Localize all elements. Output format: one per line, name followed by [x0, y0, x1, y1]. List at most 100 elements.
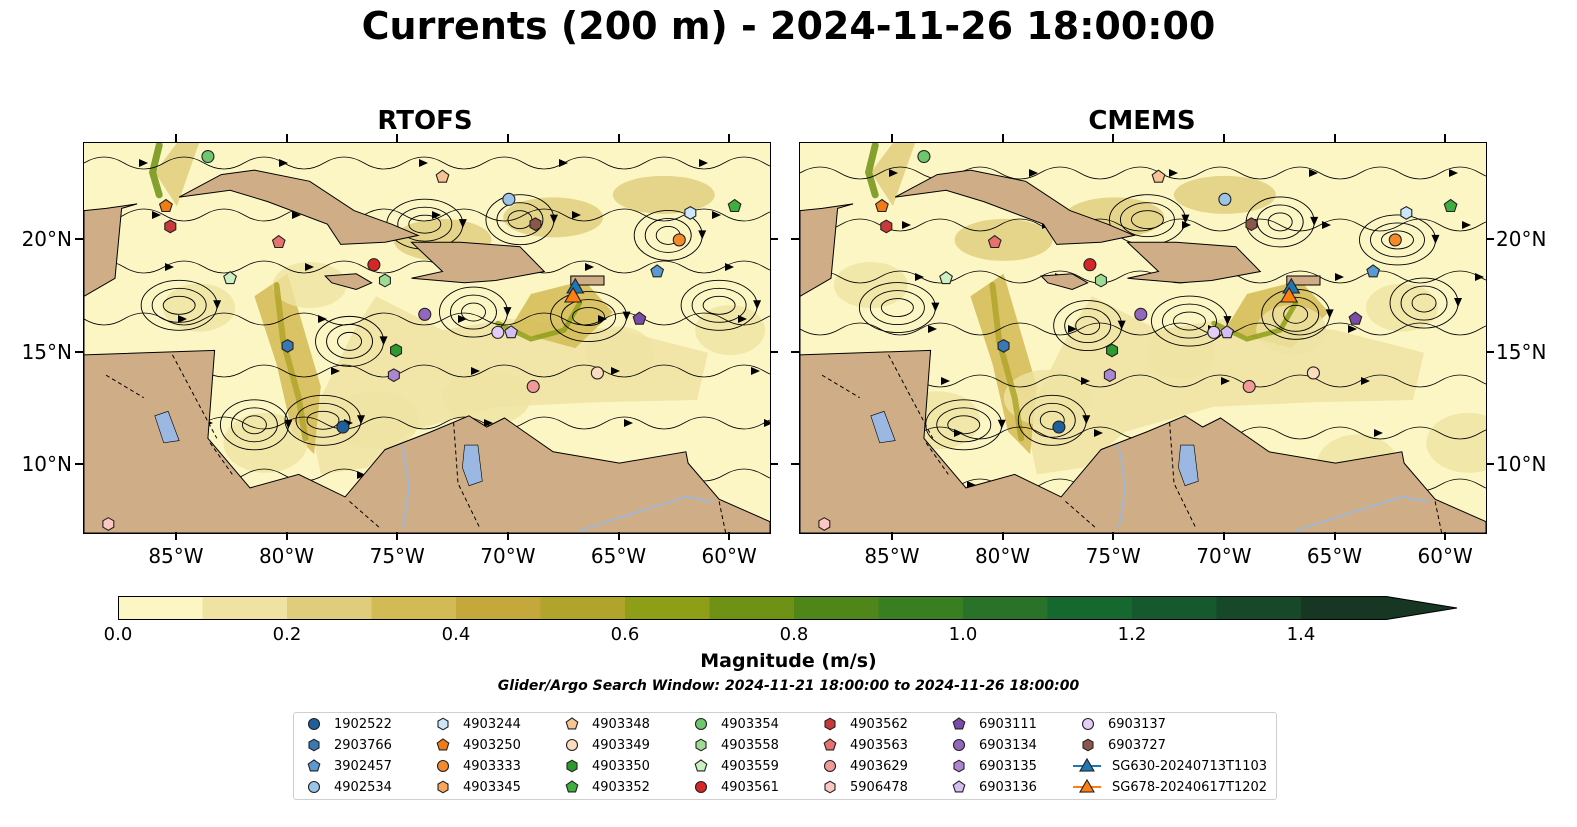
float-marker-4902534 — [1218, 192, 1232, 206]
colorbar-tick: 1.2 — [1117, 624, 1147, 645]
colorbar-segment — [1047, 596, 1133, 620]
streamline-arrow — [1325, 309, 1334, 319]
x-tick-mark — [617, 134, 620, 142]
pentagon-marker-icon — [565, 780, 579, 793]
land-mass — [84, 203, 138, 533]
y-tick-mark — [770, 237, 778, 240]
legend-item: 4903350 — [562, 756, 650, 776]
triangle-marker-icon — [1073, 778, 1101, 793]
legend-label: 4903333 — [463, 758, 521, 774]
cmems-panel-title: CMEMS — [1088, 106, 1196, 136]
legend-label: 4903345 — [463, 779, 521, 795]
streamline-arrow — [1169, 169, 1178, 177]
current-speed-patch — [1025, 296, 1424, 475]
circle-marker-icon — [565, 738, 579, 752]
streamline — [644, 217, 692, 253]
x-tick-label: 60°W — [1417, 544, 1473, 568]
legend-marker — [1081, 717, 1095, 731]
colorbar-segment — [202, 596, 288, 620]
streamline — [84, 156, 770, 170]
float-marker-6903134 — [1134, 307, 1148, 321]
colorbar-extend-arrow — [1301, 596, 1457, 620]
legend-item: 4903354 — [691, 714, 779, 734]
x-tick-label: 80°W — [258, 544, 315, 568]
pentagon-marker-icon — [565, 717, 579, 730]
x-tick-mark — [1333, 134, 1336, 142]
streamline-arrow — [331, 367, 340, 375]
current-speed-patch — [1256, 305, 1327, 356]
float-marker-6903727 — [529, 217, 542, 232]
streamline-arrow — [213, 300, 222, 310]
colorbar-tick: 1.0 — [948, 624, 978, 645]
float-marker-4903350 — [1106, 343, 1119, 358]
pentagon-marker-icon — [952, 780, 966, 793]
streamline — [1381, 230, 1414, 250]
float-marker-4903348 — [435, 169, 450, 183]
circle-marker-icon — [436, 759, 450, 773]
y-tick-label: 20°N — [21, 226, 72, 251]
search-window-text: Glider/Argo Search Window: 2024-11-21 18… — [497, 678, 1080, 694]
streamline-arrow — [178, 315, 187, 323]
streamline — [1075, 316, 1101, 336]
colorbar-segment — [371, 596, 457, 620]
circle-marker-icon — [694, 780, 708, 794]
streamline — [691, 287, 747, 323]
colorbar-tick: 1.4 — [1286, 624, 1316, 645]
legend-marker — [824, 717, 836, 731]
legend-marker — [823, 738, 837, 751]
y-tick-mark — [1486, 350, 1494, 353]
x-tick-mark — [1222, 532, 1225, 540]
y-tick-label: 15°N — [21, 339, 72, 364]
legend-marker — [307, 780, 321, 794]
x-tick-mark — [728, 134, 731, 142]
legend-label: 4903349 — [592, 737, 650, 753]
streamline-arrow — [1117, 320, 1126, 330]
float-marker-2903766 — [281, 338, 294, 353]
float-marker-4903629 — [1242, 379, 1256, 394]
streamline-arrow — [1449, 169, 1458, 177]
float-marker-4903244 — [1400, 205, 1413, 220]
legend-label: 4903558 — [721, 737, 779, 753]
streamline-arrow — [622, 311, 631, 321]
legend-item: 4902534 — [304, 777, 392, 797]
river — [579, 496, 713, 532]
lake — [1178, 444, 1199, 487]
cmems-map[interactable] — [799, 142, 1487, 534]
legend-item: 4903333 — [433, 756, 521, 776]
legend-label: 4902534 — [334, 779, 392, 795]
x-tick-label: 85°W — [864, 544, 920, 568]
float-marker-4903558 — [1094, 273, 1107, 288]
legend-item: 4903348 — [562, 714, 650, 734]
streamline-arrow — [357, 471, 366, 479]
float-marker-5906478 — [818, 517, 831, 531]
legend-label: 6903137 — [1108, 716, 1166, 732]
streamline — [397, 206, 453, 242]
y-tick-mark — [791, 463, 799, 466]
legend-item: 4903345 — [433, 777, 521, 797]
streamline — [869, 290, 925, 326]
hexagon-marker-icon — [824, 717, 836, 731]
x-tick-mark — [1001, 134, 1004, 142]
land-mass — [1126, 241, 1262, 284]
legend-marker — [824, 780, 836, 794]
legend-label: 4903561 — [721, 779, 779, 795]
x-tick-mark — [396, 134, 399, 142]
land-mass — [324, 273, 373, 291]
pentagon-marker-icon — [436, 738, 450, 751]
y-tick-label: 20°N — [1496, 226, 1547, 251]
streamline — [1039, 410, 1065, 430]
streamline-arrow — [997, 419, 1006, 429]
x-tick-mark — [728, 532, 731, 540]
streamline — [936, 407, 992, 443]
colorbar-tick: 0.4 — [441, 624, 471, 645]
rtofs-map[interactable] — [83, 142, 771, 534]
streamline-arrow — [1081, 377, 1090, 385]
legend-marker — [952, 780, 966, 793]
colorbar-segment — [287, 596, 372, 620]
x-tick-mark — [506, 134, 509, 142]
x-tick-label: 60°W — [701, 544, 757, 568]
land-mass — [800, 203, 854, 533]
streamline — [306, 410, 340, 430]
x-tick-mark — [1001, 532, 1004, 540]
y-tick-label: 10°N — [21, 452, 72, 477]
